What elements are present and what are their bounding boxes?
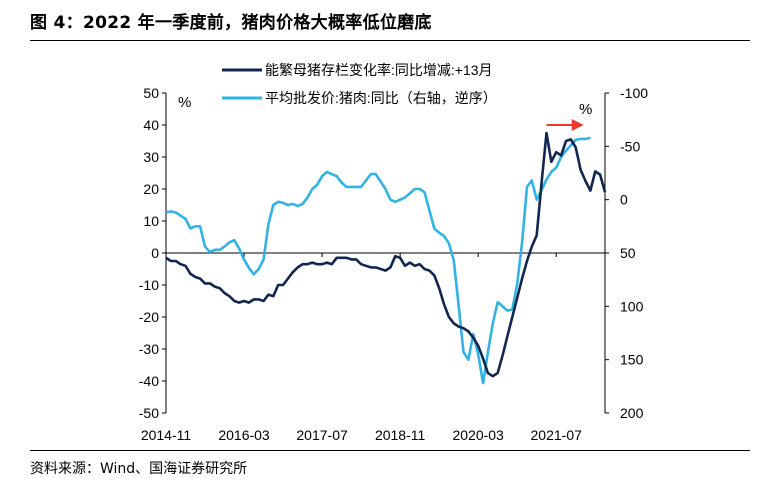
series-line-sow-inventory <box>165 131 607 378</box>
left-tick-label: 40 <box>143 117 159 133</box>
x-tick-label: 2020-03 <box>452 427 504 443</box>
series-layer <box>165 131 607 385</box>
title-rule <box>30 40 750 41</box>
x-axis-ticks: 2014-11 2016-03 2017-07 2018-11 2020-03 2021-… <box>141 253 582 443</box>
legend: 能繁母猪存栏变化率:同比增减:+13月 平均批发价:猪肉:同比（右轴，逆序） <box>222 62 497 106</box>
right-tick-label: 0 <box>620 192 628 208</box>
chart-title: 图 4：2022 年一季度前，猪肉价格大概率低位磨底 <box>30 13 432 33</box>
axes-group <box>165 93 606 413</box>
x-tick-label: 2021-07 <box>531 427 583 443</box>
left-axis-ticks: 50 40 30 20 10 0 -10 -20 -30 -40 -50 <box>139 85 166 421</box>
source-note: 资料来源：Wind、国海证券研究所 <box>30 461 248 477</box>
right-axis-unit: % <box>579 101 592 118</box>
left-tick-label: -50 <box>139 405 159 421</box>
right-tick-label: 150 <box>620 352 644 368</box>
left-tick-label: 10 <box>143 213 159 229</box>
red-arrow <box>546 119 584 131</box>
source-rule <box>30 450 750 451</box>
right-tick-label: -100 <box>620 85 648 101</box>
x-tick-label: 2016-03 <box>218 427 270 443</box>
x-tick-label: 2017-07 <box>296 427 348 443</box>
left-tick-label: -40 <box>139 373 159 389</box>
right-tick-label: 200 <box>620 405 644 421</box>
left-tick-label: 0 <box>151 245 159 261</box>
arrow-head <box>571 119 584 131</box>
left-tick-label: -30 <box>139 341 159 357</box>
right-tick-label: 100 <box>620 298 644 314</box>
left-tick-label: -20 <box>139 309 159 325</box>
left-tick-label: 30 <box>143 149 159 165</box>
right-tick-label: 50 <box>620 245 636 261</box>
x-tick-label: 2018-11 <box>375 427 426 443</box>
left-tick-label: -10 <box>139 277 159 293</box>
x-tick-label: 2014-11 <box>141 427 192 443</box>
legend-label-sow: 能繁母猪存栏变化率:同比增减:+13月 <box>265 62 493 78</box>
left-tick-label: 20 <box>143 181 159 197</box>
right-tick-label: -50 <box>620 138 640 154</box>
series-line-pork-price <box>165 136 591 385</box>
left-axis-unit: % <box>178 94 191 111</box>
left-tick-label: 50 <box>143 85 159 101</box>
legend-label-pork: 平均批发价:猪肉:同比（右轴，逆序） <box>265 90 497 106</box>
right-axis-ticks: -100 -50 0 50 100 150 200 <box>605 85 648 421</box>
